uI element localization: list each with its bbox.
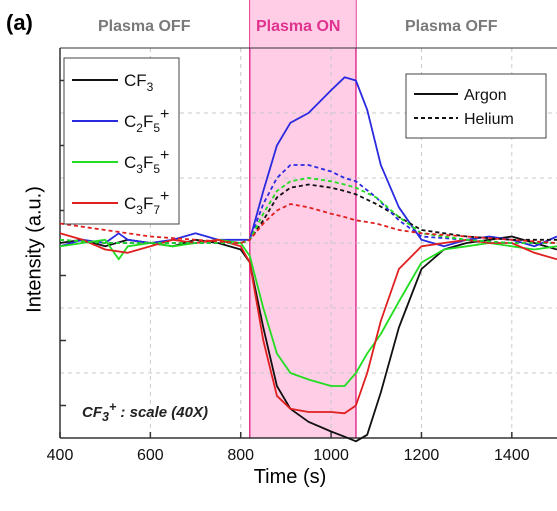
region-label-plasma-off-right: Plasma OFF <box>405 18 498 35</box>
legend-label-c3f7: C3F7+ <box>124 188 169 217</box>
series-line-c3f5-argon <box>59 238 557 387</box>
x-tick-label-2: 800 <box>227 447 254 464</box>
legend-label-cf3: CF3 <box>124 71 154 94</box>
region-label-plasma-on: Plasma ON <box>256 18 341 35</box>
legend-label-c3f5: C3F5+ <box>124 147 169 176</box>
gas-legend-label-argon: Argon <box>464 87 507 104</box>
y-axis-label: Intensity (a.u.) <box>23 186 46 313</box>
series-line-c3f5-helium <box>59 177 557 244</box>
annotation-prefix: CF <box>82 404 102 421</box>
x-tick-label-3: 1000 <box>313 447 349 464</box>
x-tick-label-1: 600 <box>137 447 164 464</box>
x-tick-label-0: 400 <box>47 447 74 464</box>
series-line-c2f5-argon <box>59 76 557 248</box>
annotation-sub: 3 <box>102 410 109 424</box>
scale-annotation: CF3+ : scale (40X) <box>82 400 208 424</box>
plasma-on-header <box>249 0 356 48</box>
legend-label-c2f5: C2F5+ <box>124 106 169 135</box>
region-label-plasma-off-left: Plasma OFF <box>98 18 191 35</box>
gas-legend-label-helium: Helium <box>464 111 514 128</box>
series-line-c3f7-helium <box>59 203 557 244</box>
annotation-sup: + <box>108 400 117 414</box>
series-line-c3f7-argon <box>59 232 557 415</box>
gas-legend-box <box>405 73 547 139</box>
annotation-suffix: : scale (40X) <box>116 404 208 421</box>
x-axis-label: Time (s) <box>253 466 327 488</box>
x-tick-label-5: 1400 <box>494 447 530 464</box>
panel-label: (a) <box>6 10 33 35</box>
x-tick-label-4: 1200 <box>404 447 440 464</box>
species-legend-box <box>63 57 180 225</box>
